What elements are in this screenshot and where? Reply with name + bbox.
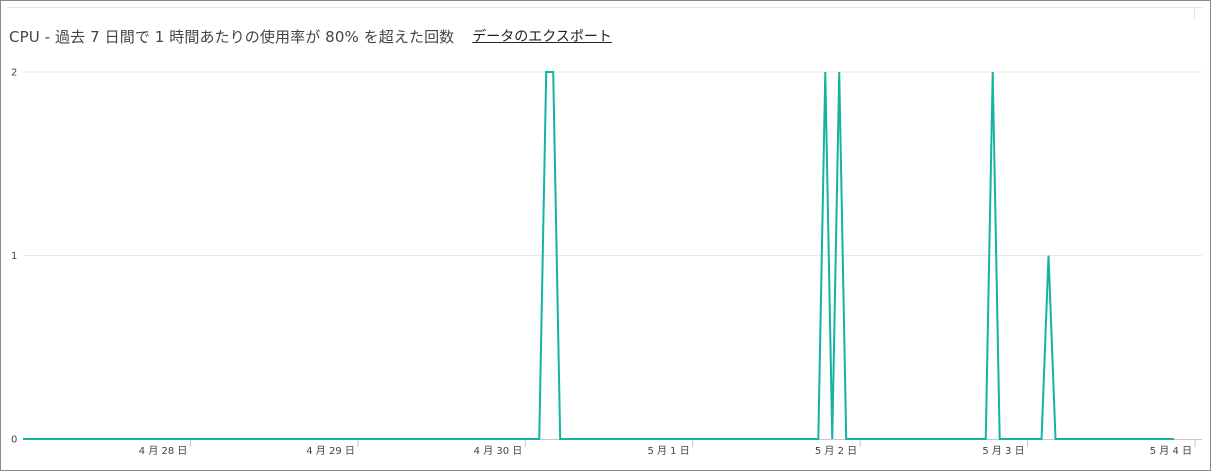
x-tick-label: 4 月 30 日 [474, 445, 523, 457]
x-tick-label: 4 月 29 日 [306, 445, 355, 457]
y-axis-ticks: 0 1 2 [11, 68, 17, 446]
y-tick-label: 0 [11, 435, 17, 446]
header-divider [7, 7, 1203, 8]
header-divider-tick [1194, 7, 1195, 19]
x-tick-label: 5 月 4 日 [1150, 445, 1192, 457]
x-tick-label: 5 月 2 日 [815, 445, 857, 457]
y-tick-label: 1 [11, 251, 17, 262]
axes [23, 439, 1202, 447]
x-tick-label: 5 月 3 日 [982, 445, 1024, 457]
chart-title: CPU - 過去 7 日間で 1 時間あたりの使用率が 80% を超えた回数 [9, 27, 455, 46]
x-tick-label: 4 月 28 日 [139, 445, 188, 457]
series-line [23, 71, 1175, 440]
x-axis-ticks: 4 月 28 日 4 月 29 日 4 月 30 日 5 月 1 日 5 月 2 日 5 … [139, 445, 1192, 457]
x-tick-label: 5 月 1 日 [647, 445, 689, 457]
y-tick-label: 2 [11, 68, 17, 79]
series-layer [23, 71, 1175, 440]
export-data-link[interactable]: データのエクスポート [472, 29, 612, 45]
panel-header: CPU - 過去 7 日間で 1 時間あたりの使用率が 80% を超えた回数 デ… [9, 23, 612, 49]
gridlines [23, 71, 1202, 256]
